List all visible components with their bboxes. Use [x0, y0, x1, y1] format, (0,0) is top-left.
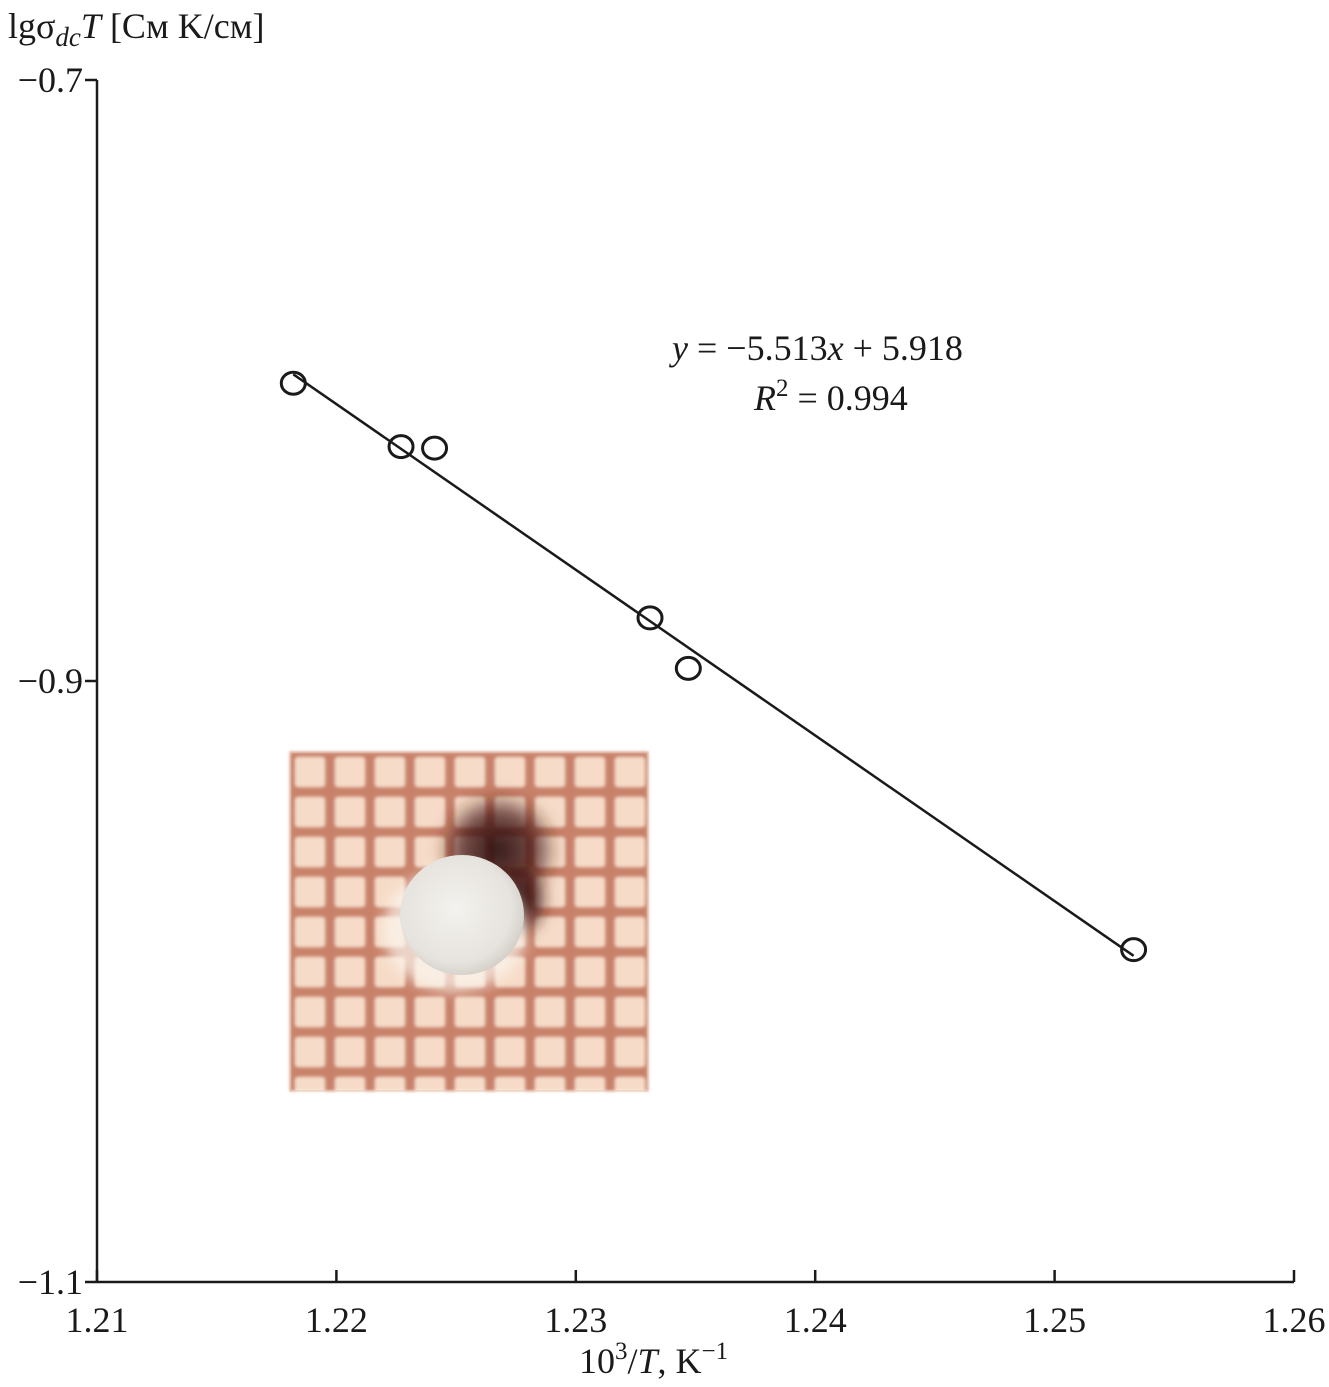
x-tick-label: 1.26: [1263, 1300, 1326, 1340]
data-points: [279, 370, 1148, 963]
fit-r-letter: R: [753, 378, 776, 418]
x-tick-label: 1.21: [66, 1300, 129, 1340]
x-label-unit-sup: −1: [702, 1338, 729, 1365]
fit-equation-rhs: = −5.513: [688, 328, 828, 368]
x-label-base: 10: [579, 1341, 615, 1381]
x-label-sup: 3: [615, 1338, 628, 1365]
y-label-italic: T: [81, 6, 104, 46]
x-label-units: , K: [658, 1341, 702, 1381]
fit-r-value: = 0.994: [789, 378, 908, 418]
fit-r-squared: R2 = 0.994: [753, 375, 908, 418]
data-point: [421, 435, 449, 461]
x-label-slash: /: [628, 1341, 638, 1381]
x-ticks: 1.21 1.22 1.23 1.24 1.25 1.26: [66, 1270, 1326, 1340]
x-label-italic: T: [638, 1341, 661, 1381]
inset-photo: [289, 751, 649, 1092]
x-tick-label: 1.23: [544, 1300, 607, 1340]
y-tick-label: −1.1: [18, 1262, 83, 1302]
y-ticks: −0.7 −0.9 −1.1: [18, 60, 97, 1302]
y-tick-label: −0.9: [18, 661, 83, 701]
fit-r-sup: 2: [776, 375, 789, 402]
y-label-units: [См K/см]: [101, 6, 265, 46]
fit-equation-rest: + 5.918: [844, 328, 963, 368]
y-label-prefix: lgσ: [8, 6, 55, 46]
data-point: [279, 370, 307, 396]
data-point: [1120, 937, 1148, 963]
fit-equation-y: y: [669, 328, 688, 368]
y-label-subscript: dc: [55, 22, 81, 52]
x-tick-label: 1.24: [784, 1300, 847, 1340]
y-axis-label: lgσdcT [См K/см]: [8, 6, 264, 52]
data-point: [674, 655, 702, 681]
y-tick-label: −0.7: [18, 60, 83, 100]
data-point: [636, 605, 664, 631]
data-point: [387, 434, 415, 460]
fit-equation: y = −5.513x + 5.918: [669, 328, 963, 368]
x-axis-label: 103/T, K−1: [579, 1338, 728, 1381]
x-tick-label: 1.22: [305, 1300, 368, 1340]
fit-line: [292, 373, 1135, 957]
fit-equation-x: x: [827, 328, 844, 368]
x-tick-label: 1.25: [1023, 1300, 1086, 1340]
